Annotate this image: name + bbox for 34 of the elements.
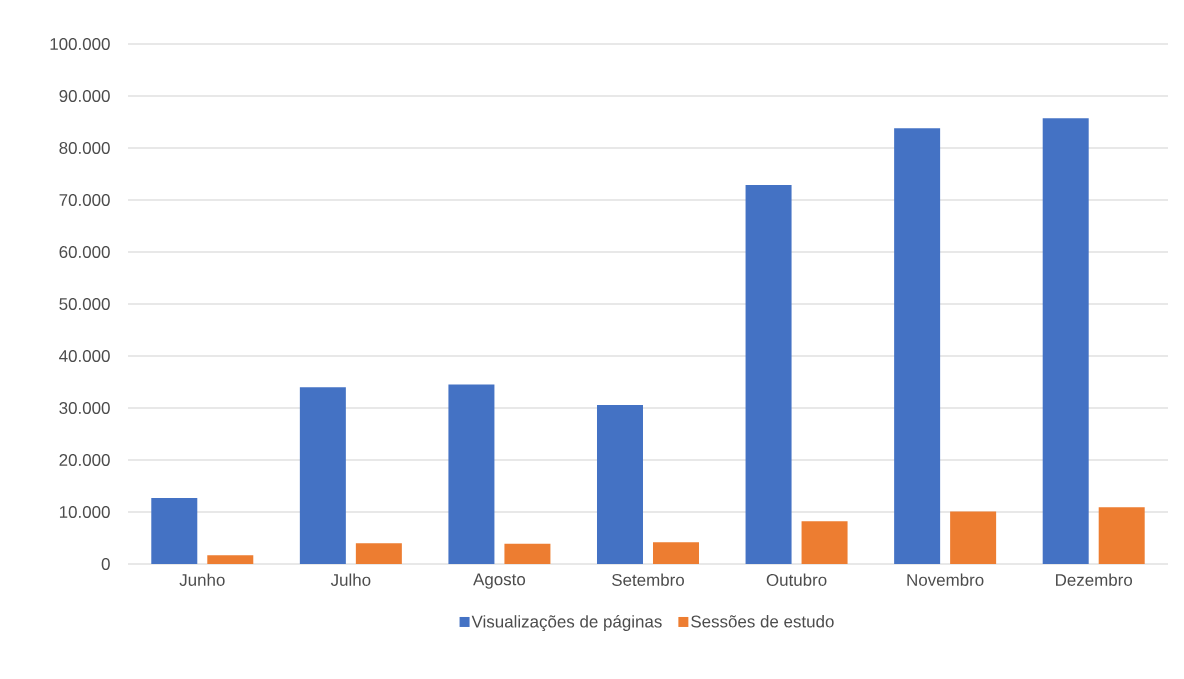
legend-label: Visualizações de páginas [471,614,662,632]
y-tick-label: 20.000 [59,454,110,466]
y-tick-label: 30.000 [59,402,110,414]
y-tick-label: 50.000 [59,298,110,310]
x-tick-label: Outubro [766,573,827,586]
bar [652,542,699,564]
y-tick-label: 100.000 [50,37,110,50]
y-tick-label: 60.000 [59,246,110,258]
x-tick-label: Setembro [612,573,684,586]
bar [950,511,997,564]
x-tick-label: Novembro [907,573,984,586]
bar [745,184,792,564]
y-tick-label: 70.000 [59,194,110,206]
y-tick-label: 40.000 [59,350,110,362]
bar [504,543,551,564]
bar [151,497,198,564]
x-tick-label: Junho [179,573,225,586]
bar [596,404,643,564]
y-tick-label: 80.000 [59,142,110,154]
bar [448,384,495,564]
bar [207,555,254,564]
bar [355,543,402,564]
bar [299,387,346,564]
x-tick-label: Agosto [473,573,526,589]
x-tick-label: Julho [330,573,371,586]
y-tick-label: 0 [101,558,110,570]
x-tick-label: Dezembro [1056,573,1133,586]
legend-label: Sessões de estudo [691,615,834,628]
bar [894,128,941,564]
y-tick-label: 10.000 [59,506,110,518]
bar [801,521,848,564]
bar [1098,507,1145,564]
y-tick-label: 90.000 [59,89,110,102]
bar [1042,118,1089,564]
